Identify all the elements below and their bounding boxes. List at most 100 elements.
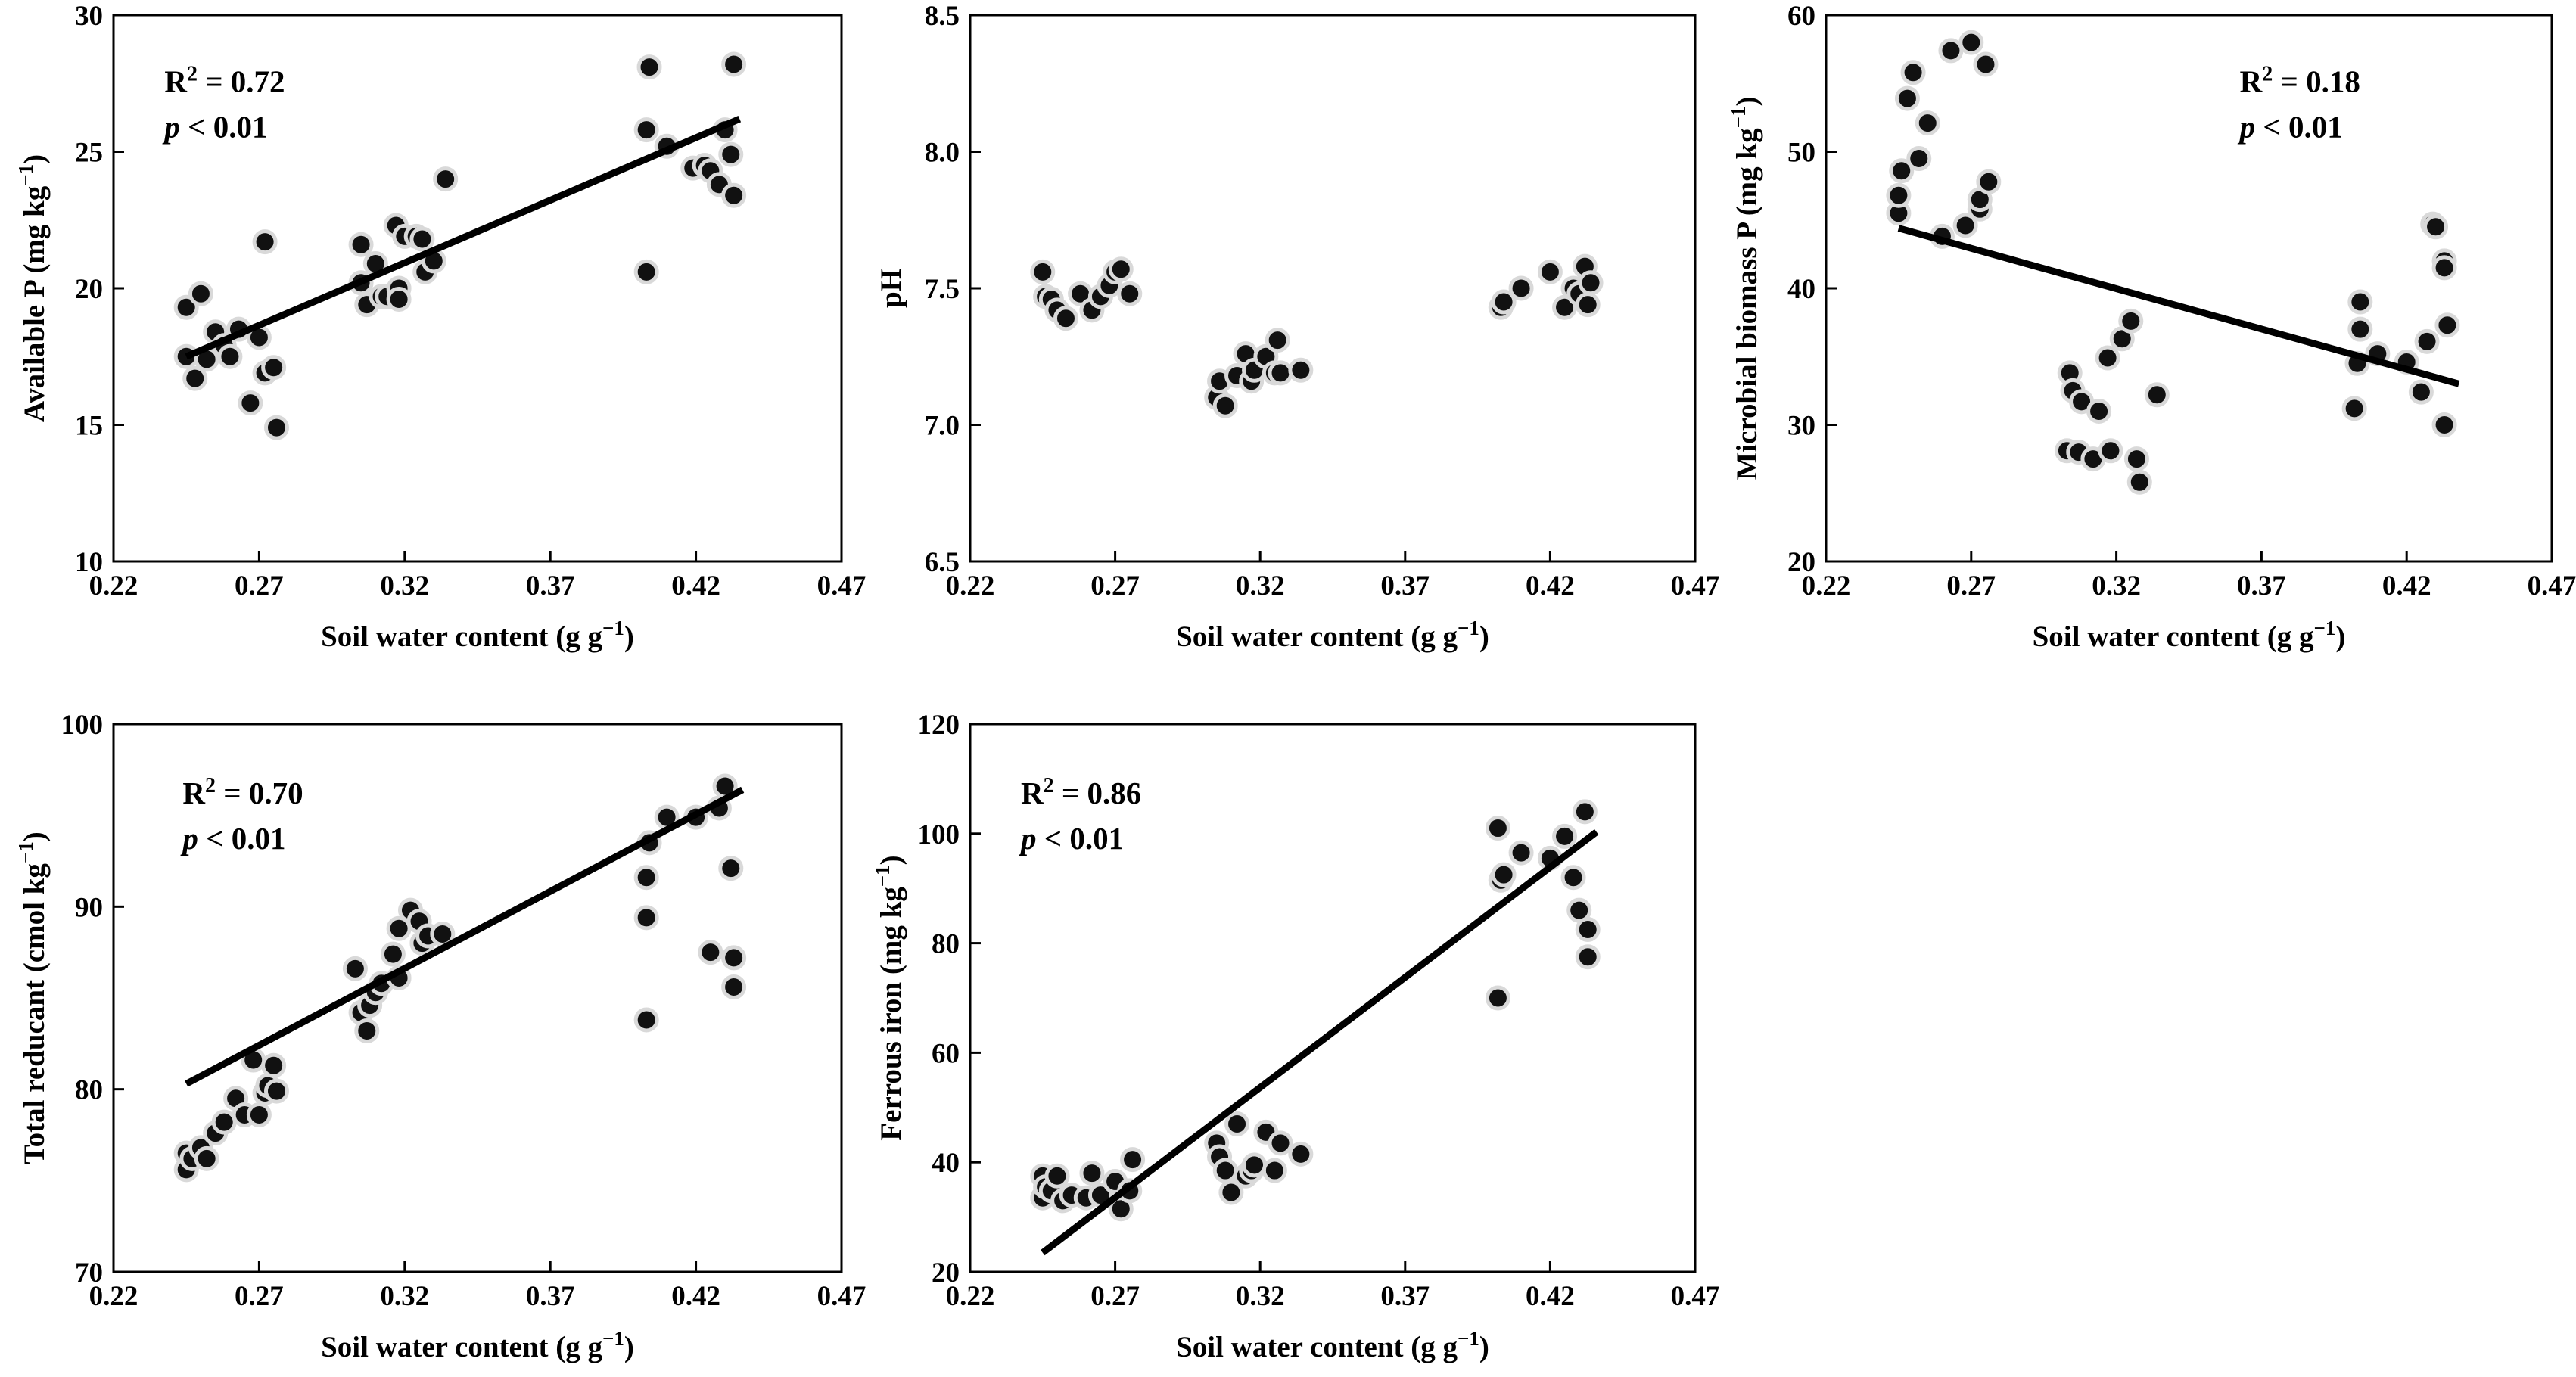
data-point (1537, 259, 1563, 284)
chart-microbial-biomass-p: 0.22 0.27 0.32 0.37 0.42 0.47 20 30 40 50 60 Soil w… (1727, 1, 2576, 653)
p-value-label: p < 0.01 (162, 109, 267, 144)
data-point (1485, 816, 1510, 841)
data-point (1915, 110, 1940, 136)
data-point (698, 940, 723, 965)
data-point (433, 166, 459, 192)
x-tick-label: 0.27 (235, 570, 284, 601)
y-tick-label: 10 (75, 547, 103, 578)
data-point (1218, 1180, 1244, 1205)
p-value-label: p < 0.01 (180, 821, 285, 856)
data-point (633, 865, 659, 891)
x-axis-title: Soil water content (g g−1) (321, 617, 634, 653)
data-point (2086, 398, 2112, 424)
data-point (2126, 469, 2152, 495)
r-squared-label: R2 = 0.70 (182, 774, 303, 811)
x-tick-label: 0.42 (1526, 570, 1575, 601)
data-point (2118, 308, 2144, 334)
data-point (1572, 799, 1598, 825)
y-tick-label: 50 (1787, 138, 1815, 169)
data-point (1900, 60, 1926, 85)
data-point (1288, 1141, 1314, 1167)
data-point (633, 117, 659, 143)
r-squared-label: R2 = 0.72 (164, 62, 285, 98)
x-tick-label: 0.22 (1802, 570, 1851, 601)
data-point (1268, 1130, 1293, 1156)
data-point (1894, 85, 1920, 111)
x-tick-label: 0.32 (1236, 570, 1285, 601)
y-tick-label: 70 (75, 1257, 103, 1288)
data-point (636, 54, 662, 80)
x-tick-label: 0.37 (526, 570, 575, 601)
y-tick-label: 60 (1787, 1, 1815, 32)
x-tick-label: 0.47 (1671, 570, 1720, 601)
data-point (1491, 862, 1517, 887)
x-tick-label: 0.42 (671, 1281, 720, 1312)
x-tick-label: 0.32 (1236, 1281, 1285, 1312)
plot-frame (1825, 14, 2553, 563)
data-point (1575, 944, 1601, 970)
data-point (2431, 255, 2457, 281)
data-point (217, 343, 243, 369)
y-tick-label: 30 (1787, 411, 1815, 442)
data-point (261, 1052, 287, 1078)
plot-frame (969, 723, 1697, 1273)
data-point (1952, 213, 1978, 238)
data-point (1976, 169, 2002, 194)
data-point (2098, 438, 2123, 464)
data-point (342, 956, 368, 981)
data-point (721, 974, 747, 1000)
data-point (1224, 1111, 1250, 1137)
data-point (1120, 1147, 1146, 1173)
data-point (1973, 51, 1999, 77)
chart-ferrous-iron: 0.22 0.27 0.32 0.37 0.42 0.47 20 40 60 80 100 120 So… (871, 710, 1719, 1363)
data-point (263, 415, 289, 440)
y-tick-label: 7.5 (925, 274, 960, 305)
data-point (386, 286, 412, 312)
data-point (1889, 158, 1915, 184)
y-tick-label: 80 (75, 1075, 103, 1106)
data-point (1265, 328, 1290, 353)
data-point (1552, 823, 1578, 849)
x-tick-label: 0.22 (89, 570, 138, 601)
data-point (261, 355, 287, 381)
data-point (1117, 281, 1143, 306)
y-axis-title: Total reducant (cmol kg−1) (14, 831, 51, 1164)
data-point (2434, 312, 2460, 338)
chart-total-reducant: 0.22 0.27 0.32 0.37 0.42 0.47 70 80 90 100 Soil wa… (14, 710, 866, 1363)
data-point (1485, 985, 1510, 1011)
x-tick-label: 0.37 (1380, 1281, 1430, 1312)
x-axis-title: Soil water content (g g−1) (1176, 1327, 1489, 1363)
data-point (721, 945, 747, 971)
chart-ph: 0.22 0.27 0.32 0.37 0.42 0.47 6.5 7.0 7.5 8.0 8.5 S… (875, 1, 1719, 653)
x-tick-label: 0.42 (1526, 1281, 1575, 1312)
data-point (354, 1018, 380, 1043)
y-tick-label: 15 (75, 411, 103, 442)
data-point (721, 182, 747, 208)
data-point (2431, 412, 2457, 437)
y-tick-label: 6.5 (925, 547, 960, 578)
x-tick-label: 0.47 (2528, 570, 2576, 601)
data-point (1242, 1152, 1268, 1178)
x-tick-label: 0.27 (1090, 570, 1140, 601)
data-point (182, 365, 208, 391)
x-tick-label: 0.27 (235, 1281, 284, 1312)
data-point (2414, 328, 2440, 354)
data-point (633, 1007, 659, 1033)
regression-line (1041, 829, 1599, 1256)
data-point (1268, 360, 1293, 386)
x-tick-label: 0.47 (1671, 1281, 1720, 1312)
data-point (1575, 292, 1601, 318)
data-point (1079, 1161, 1105, 1186)
x-tick-label: 0.27 (1946, 570, 1996, 601)
y-axis-title: pH (875, 269, 907, 308)
p-value-label: p < 0.01 (1019, 821, 1124, 856)
x-tick-label: 0.27 (1090, 1281, 1140, 1312)
data-point (1560, 865, 1586, 891)
y-tick-label: 8.5 (925, 1, 960, 32)
data-point (1886, 182, 1912, 208)
x-tick-label: 0.37 (1380, 570, 1430, 601)
chart-available-p: 0.22 0.27 0.32 0.37 0.42 0.47 10 15 20 25 30 Soil w… (14, 1, 866, 653)
plot-frame (112, 723, 843, 1273)
data-point (1262, 1158, 1287, 1183)
y-tick-label: 80 (932, 929, 960, 960)
